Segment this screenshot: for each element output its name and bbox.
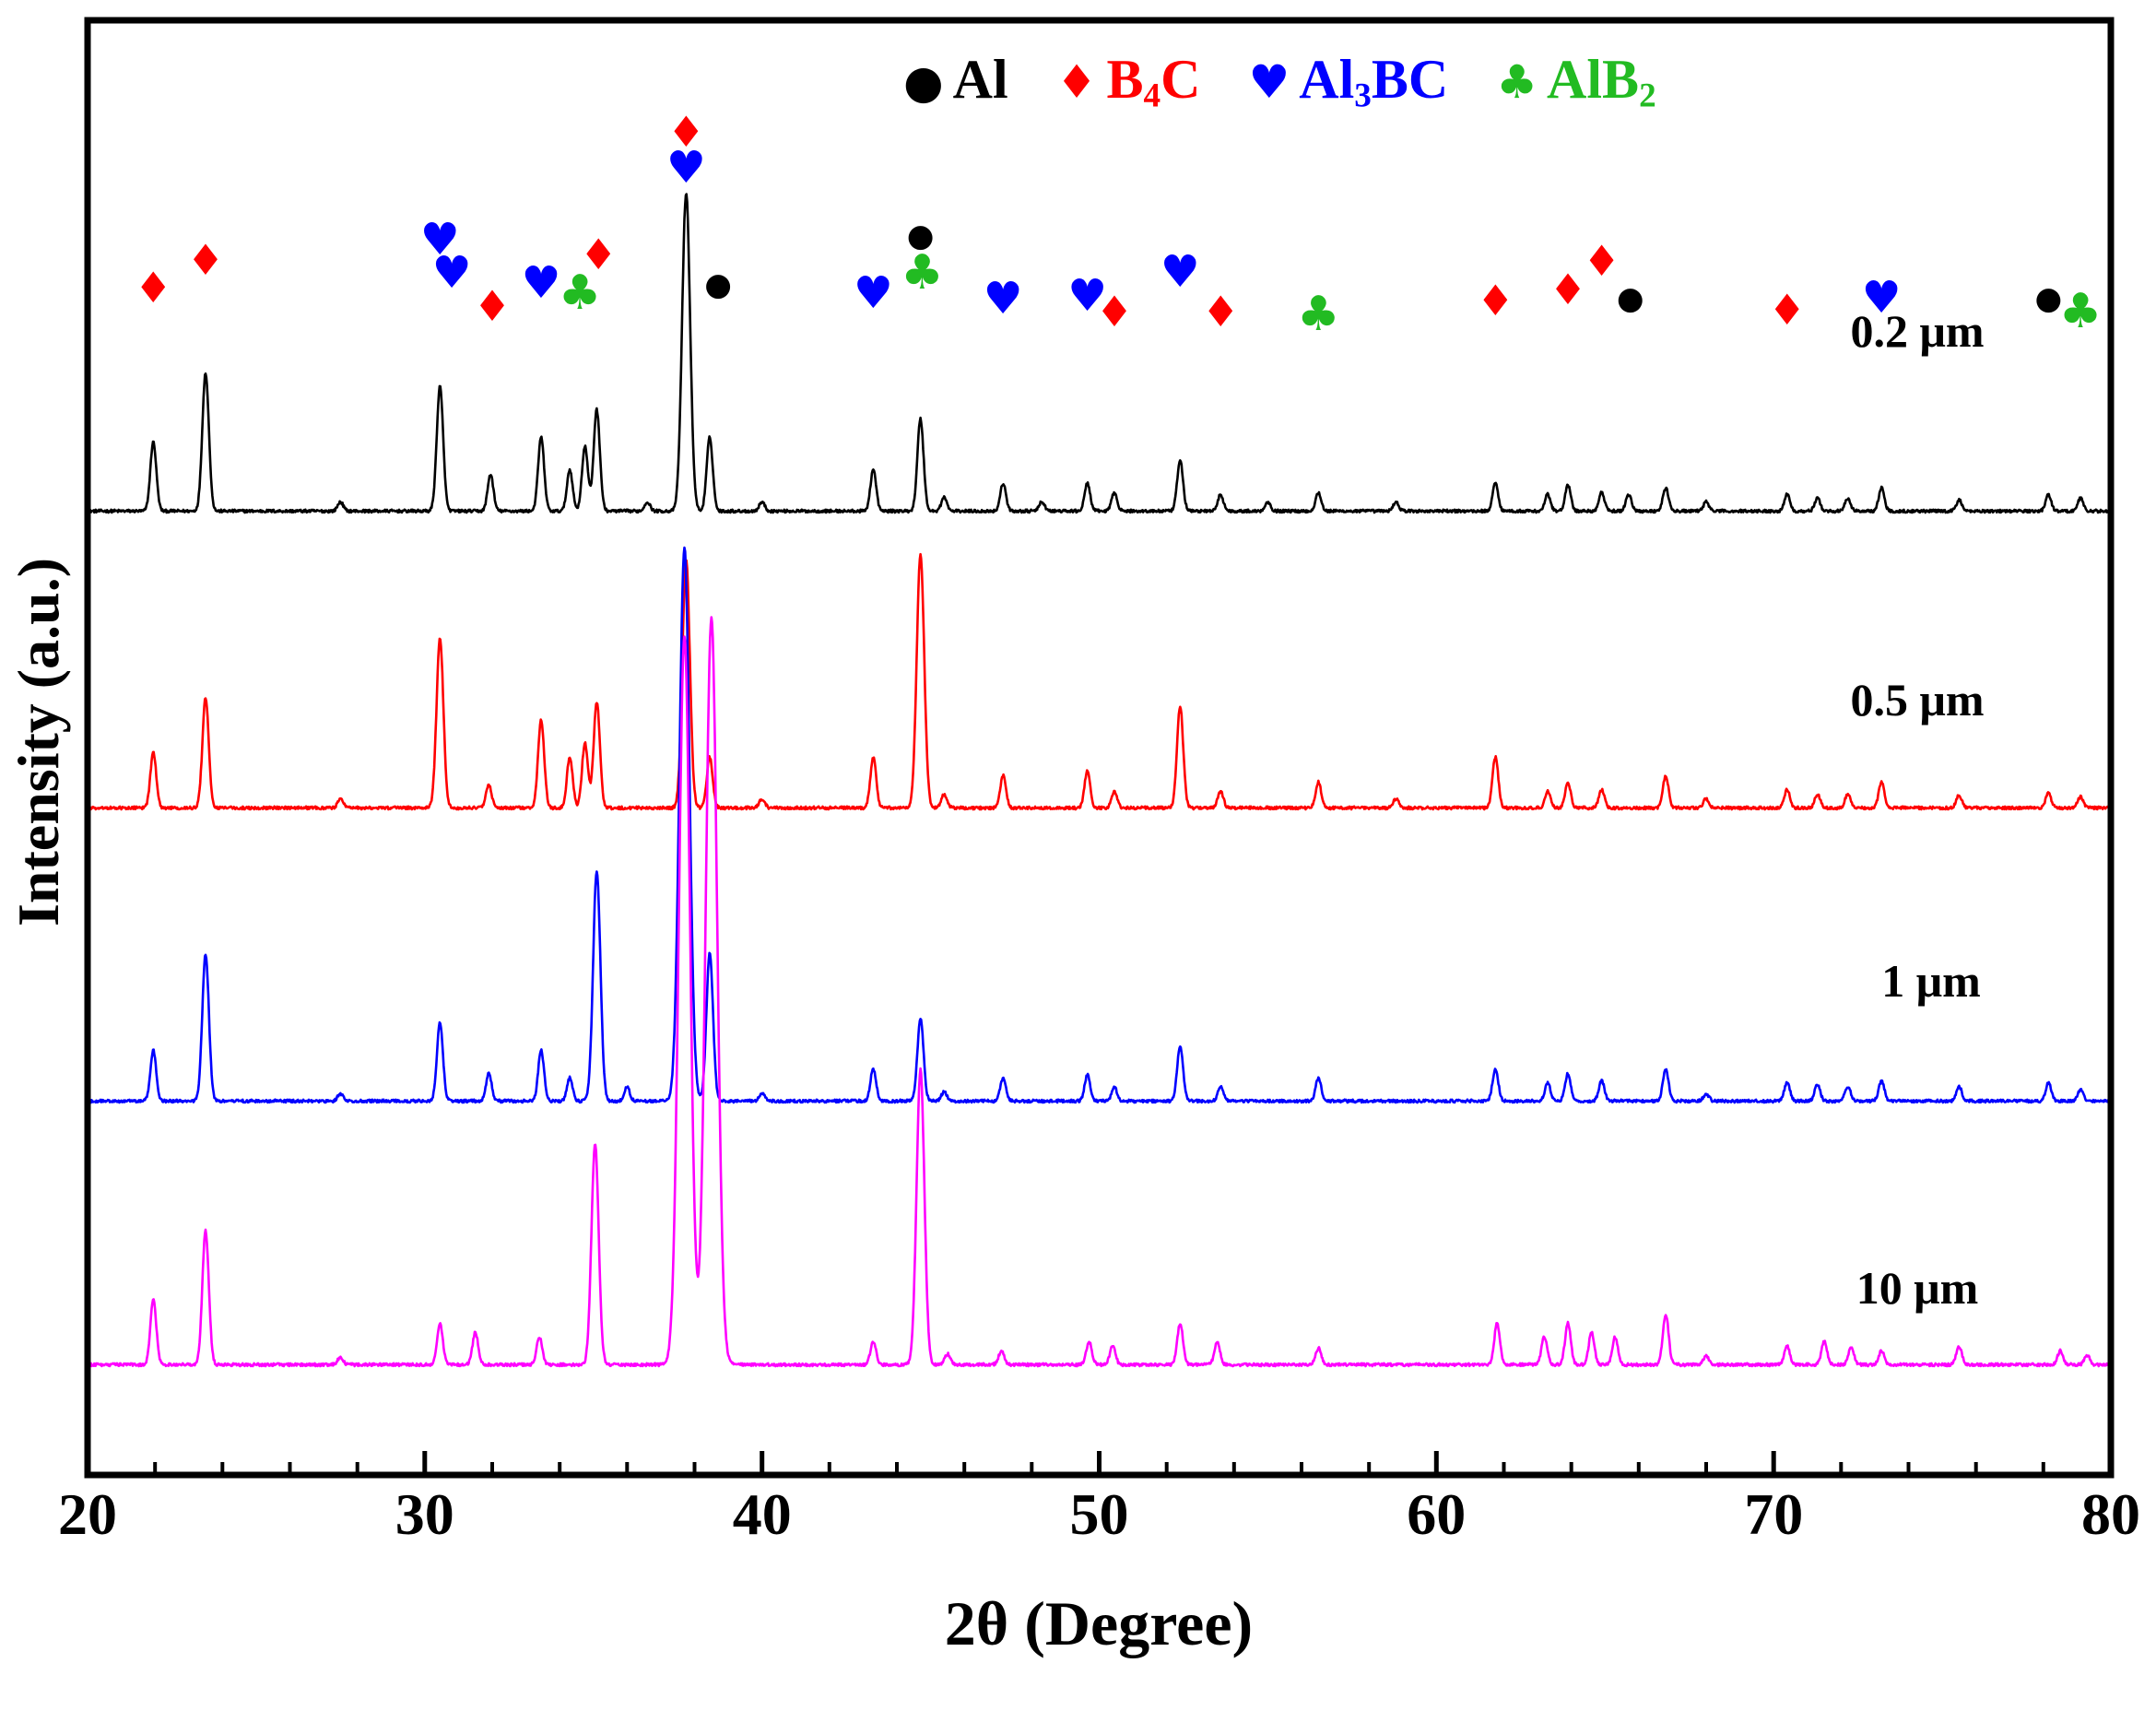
- x-tick-label: 50: [1070, 1481, 1129, 1547]
- legend-item-alb2: ♣ AlB2: [1496, 48, 1655, 115]
- legend-item-al: ● Al: [903, 48, 1008, 115]
- al3bc-heart-marker: ♥: [432, 247, 472, 299]
- x-tick-label: 40: [733, 1481, 792, 1547]
- legend-label-b4c: B4C: [1106, 49, 1201, 115]
- al3bc-heart-marker: ♥: [420, 214, 460, 265]
- legend-label-alb2: AlB2: [1547, 49, 1656, 115]
- series-label-0-2um: 0.2 μm: [1850, 305, 1985, 357]
- x-tick-label: 70: [1744, 1481, 1803, 1547]
- y-axis-label: Intensity (a.u.): [6, 557, 71, 927]
- b4c-diamond-marker: ♦: [473, 281, 511, 331]
- b4c-diamond-marker: ♦: [1549, 265, 1586, 314]
- alb2-club-marker: ♣: [901, 245, 944, 301]
- x-tick-label: 80: [2081, 1481, 2140, 1547]
- al3bc-heart-icon: ♥: [1248, 55, 1290, 109]
- al-circle-icon: ●: [903, 55, 944, 109]
- xrd-trace-1: [90, 552, 2108, 811]
- xrd-trace-3: [90, 616, 2108, 1368]
- legend-item-al3bc: ♥ Al3BC: [1248, 48, 1448, 115]
- al3bc-heart-marker: ♥: [1160, 246, 1200, 298]
- al3bc-heart-marker: ♥: [1862, 272, 1902, 324]
- al3bc-heart-marker: ♥: [1067, 270, 1107, 322]
- al-circle-marker: ●: [704, 266, 732, 303]
- al-circle-marker: ●: [2034, 280, 2062, 317]
- legend-label-al: Al: [952, 49, 1008, 110]
- al3bc-heart-marker: ♥: [521, 257, 560, 309]
- b4c-diamond-marker: ♦: [667, 107, 705, 157]
- b4c-diamond-marker: ♦: [1768, 285, 1806, 335]
- b4c-diamond-marker: ♦: [1202, 287, 1240, 336]
- x-tick-label: 30: [395, 1481, 454, 1547]
- b4c-diamond-marker: ♦: [580, 230, 618, 279]
- legend-label-al3bc: Al3BC: [1299, 49, 1449, 115]
- b4c-diamond-icon: ♦: [1055, 55, 1098, 109]
- x-tick-label: 20: [58, 1481, 117, 1547]
- xrd-trace-2: [90, 546, 2108, 1104]
- series-label-10um: 10 μm: [1856, 1262, 1979, 1314]
- legend: ● Al ♦ B4C ♥ Al3BC ♣ AlB2: [903, 48, 1656, 115]
- b4c-diamond-marker: ♦: [186, 235, 224, 285]
- b4c-diamond-marker: ♦: [135, 263, 172, 313]
- legend-item-b4c: ♦ B4C: [1056, 48, 1201, 115]
- x-tick-label: 60: [1407, 1481, 1466, 1547]
- al3bc-heart-marker: ♥: [854, 267, 893, 319]
- alb2-club-marker: ♣: [1297, 287, 1340, 342]
- al3bc-heart-marker: ♥: [666, 142, 706, 194]
- series-label-0-5um: 0.5 μm: [1850, 674, 1985, 725]
- alb2-club-marker: ♣: [2059, 284, 2103, 339]
- b4c-diamond-marker: ♦: [1095, 287, 1133, 336]
- al3bc-heart-marker: ♥: [984, 273, 1023, 324]
- al-circle-marker: ●: [1617, 280, 1644, 317]
- al-circle-marker: ●: [907, 218, 935, 254]
- series-label-1um: 1 μm: [1881, 955, 1981, 1007]
- b4c-diamond-marker: ♦: [1583, 236, 1620, 286]
- x-axis-label: 2θ (Degree): [944, 1588, 1254, 1658]
- b4c-diamond-marker: ♦: [1477, 276, 1514, 325]
- plot-border: [84, 17, 2115, 1479]
- alb2-club-marker: ♣: [559, 265, 602, 321]
- alb2-club-icon: ♣: [1496, 55, 1538, 109]
- xrd-trace-0: [90, 193, 2108, 514]
